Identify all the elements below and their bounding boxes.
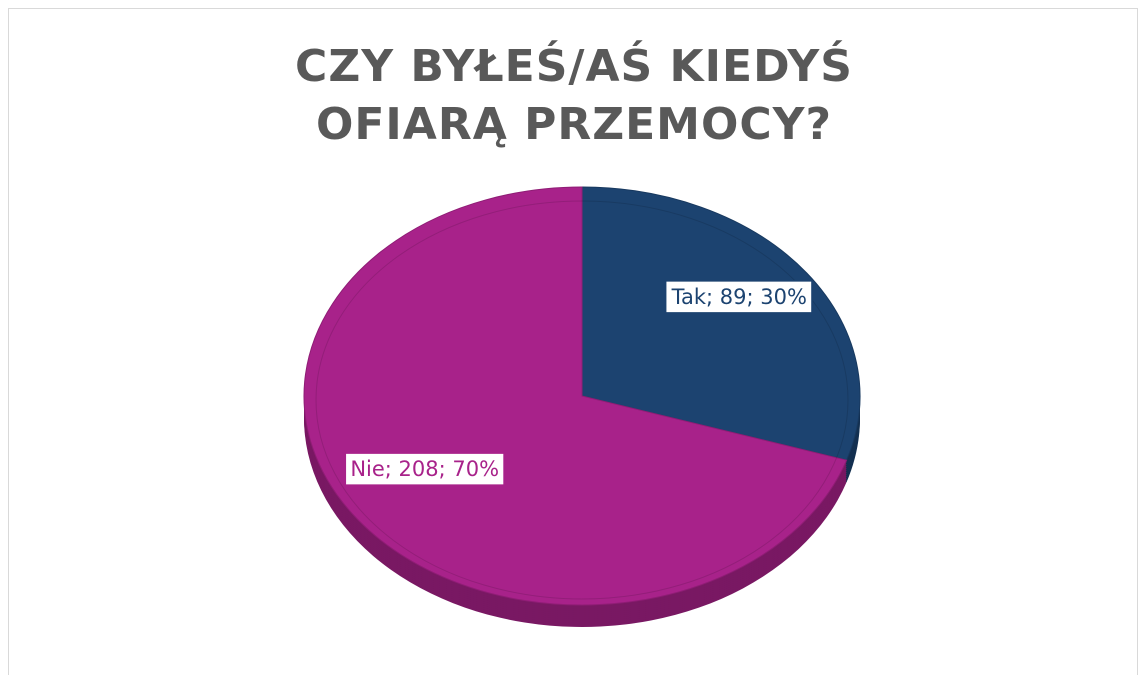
slice: [581, 186, 861, 461]
frame: [8, 8, 1138, 675]
inner-ring: [315, 200, 849, 600]
data-label: Nie; 208; 70%: [350, 457, 499, 481]
data-label: Tak; 89; 30%: [671, 285, 807, 309]
chart-title: CZY BYŁEŚ/AŚ KIEDYŚ OFIARĄ PRZEMOCY?: [295, 41, 853, 150]
data-label-group: Tak; 89; 30%: [664, 280, 813, 314]
slice: [303, 186, 848, 606]
data-label-group: Nie; 208; 70%: [344, 452, 505, 486]
data-label-box: [344, 452, 505, 486]
data-label-box: [664, 280, 813, 314]
